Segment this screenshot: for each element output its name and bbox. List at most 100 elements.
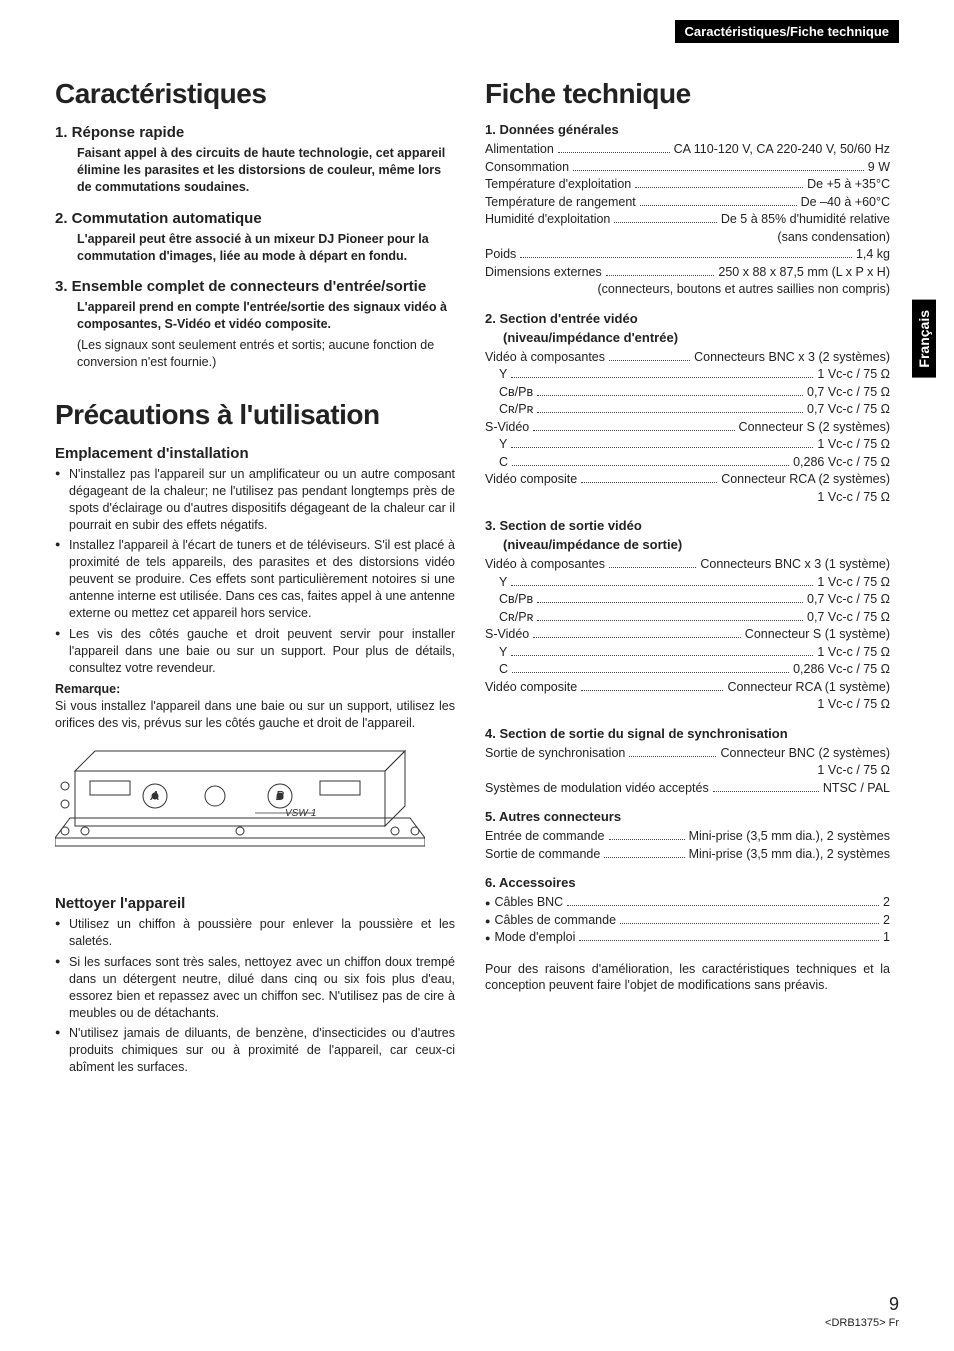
spec-row: Température d'exploitationDe +5 à +35°C xyxy=(485,176,890,194)
spec-value: Connecteurs BNC x 3 (2 systèmes) xyxy=(694,349,890,367)
spec-row: Sortie de commandeMini-prise (3,5 mm dia… xyxy=(485,846,890,864)
spec-row: 1 Vc-c / 75 Ω xyxy=(485,696,890,714)
spec-label: Cʙ/Pʙ xyxy=(499,384,533,402)
heading-emplacement: Emplacement d'installation xyxy=(55,445,455,462)
spec-disclaimer: Pour des raisons d'amélioration, les car… xyxy=(485,961,890,995)
spec-label: Vidéo à composantes xyxy=(485,349,605,367)
device-illustration: A B xyxy=(55,746,425,881)
feature-2-body: L'appareil peut être associé à un mixeur… xyxy=(77,231,455,265)
feature-3-title: 3. Ensemble complet de connecteurs d'ent… xyxy=(55,278,455,295)
leader-dots xyxy=(533,637,741,638)
spec-value: Mini-prise (3,5 mm dia.), 2 systèmes xyxy=(689,846,890,864)
heading-caracteristiques: Caractéristiques xyxy=(55,78,455,110)
bullet-icon: ● xyxy=(485,932,490,945)
spec-row: Alimentation CA 110-120 V, CA 220-240 V, … xyxy=(485,141,890,159)
spec-value: Connecteur RCA (2 systèmes) xyxy=(721,471,890,489)
spec-row: Température de rangement De –40 à +60°C xyxy=(485,194,890,212)
spec-label: Cʀ/Pʀ xyxy=(499,401,533,419)
spec-value: 0,7 Vc-c / 75 Ω xyxy=(807,384,890,402)
spec-label: Vidéo composite xyxy=(485,471,577,489)
leader-dots xyxy=(606,275,715,276)
spec-value: 1,4 kg xyxy=(856,246,890,264)
header-section-label: Caractéristiques/Fiche technique xyxy=(675,20,899,43)
leader-dots xyxy=(512,672,789,673)
spec-row: Y1 Vc-c / 75 Ω xyxy=(485,644,890,662)
spec-row: Consommation 9 W xyxy=(485,159,890,177)
leader-dots xyxy=(511,377,813,378)
left-column: Caractéristiques 1. Réponse rapide Faisa… xyxy=(55,68,455,1082)
page-number: 9 xyxy=(825,1294,899,1315)
spec-row: Y1 Vc-c / 75 Ω xyxy=(485,574,890,592)
feature-3-body: L'appareil prend en compte l'entrée/sort… xyxy=(77,299,455,333)
page-footer: 9 <DRB1375> Fr xyxy=(825,1294,899,1329)
spec-value: 0,7 Vc-c / 75 Ω xyxy=(807,609,890,627)
spec-label: Température de rangement xyxy=(485,194,636,212)
spec-value: 1 Vc-c / 75 Ω xyxy=(817,644,890,662)
spec-row: Cʀ/Pʀ 0,7 Vc-c / 75 Ω xyxy=(485,609,890,627)
spec-row: Y1 Vc-c / 75 Ω xyxy=(485,366,890,384)
spec-row: S-VidéoConnecteur S (2 systèmes) xyxy=(485,419,890,437)
spec-section-title: 2. Section d'entrée vidéo xyxy=(485,311,890,326)
spec-row: Humidité d'exploitationDe 5 à 85% d'humi… xyxy=(485,211,890,229)
leader-dots xyxy=(609,567,696,568)
spec-section-title: 5. Autres connecteurs xyxy=(485,809,890,824)
feature-3-note: (Les signaux sont seulement entrés et so… xyxy=(77,337,455,371)
leader-dots xyxy=(713,791,819,792)
spec-label: Cʀ/Pʀ xyxy=(499,609,533,627)
spec-row: Poids 1,4 kg xyxy=(485,246,890,264)
spec-row: Systèmes de modulation vidéo acceptésNTS… xyxy=(485,780,890,798)
spec-value: 9 W xyxy=(868,159,890,177)
heading-nettoyer: Nettoyer l'appareil xyxy=(55,895,455,912)
spec-value: Connecteur BNC (2 systèmes) xyxy=(720,745,890,763)
spec-label: Vidéo à composantes xyxy=(485,556,605,574)
page: Caractéristiques/Fiche technique Françai… xyxy=(0,0,954,1351)
spec-row: ● Câbles de commande2 xyxy=(485,912,890,930)
heading-precautions: Précautions à l'utilisation xyxy=(55,399,455,431)
leader-dots xyxy=(512,465,789,466)
spec-value: De –40 à +60°C xyxy=(801,194,890,212)
leader-dots xyxy=(609,839,685,840)
spec-row: (connecteurs, boutons et autres saillies… xyxy=(485,281,890,299)
spec-row: Vidéo à composantes Connecteurs BNC x 3 (… xyxy=(485,349,890,367)
leader-dots xyxy=(620,923,879,924)
spec-value: 2 xyxy=(883,912,890,930)
spec-value: Mini-prise (3,5 mm dia.), 2 systèmes xyxy=(689,828,890,846)
spec-value: De +5 à +35°C xyxy=(807,176,890,194)
spec-label: S-Vidéo xyxy=(485,626,529,644)
list-item: Si les surfaces sont très sales, nettoye… xyxy=(55,954,455,1022)
spec-row: Vidéo compositeConnecteur RCA (1 système… xyxy=(485,679,890,697)
spec-label: Alimentation xyxy=(485,141,554,159)
leader-dots xyxy=(511,585,813,586)
svg-text:B: B xyxy=(276,788,285,803)
device-model-label: VSW-1 xyxy=(285,808,317,819)
spec-value: 0,286 Vc-c / 75 Ω xyxy=(793,661,890,679)
spec-section-title: 3. Section de sortie vidéo xyxy=(485,518,890,533)
leader-dots xyxy=(511,655,813,656)
leader-dots xyxy=(614,222,716,223)
spec-value: Connecteur S (1 système) xyxy=(745,626,890,644)
right-column: Fiche technique 1. Données généralesAlim… xyxy=(485,68,890,1082)
spec-label: Dimensions externes xyxy=(485,264,602,282)
spec-label: Y xyxy=(499,366,507,384)
content-columns: Caractéristiques 1. Réponse rapide Faisa… xyxy=(55,68,899,1082)
spec-value: 1 Vc-c / 75 Ω xyxy=(817,489,890,507)
spec-row: 1 Vc-c / 75 Ω xyxy=(485,489,890,507)
spec-value: CA 110-120 V, CA 220-240 V, 50/60 Hz xyxy=(674,141,890,159)
spec-label: S-Vidéo xyxy=(485,419,529,437)
list-item: Les vis des côtés gauche et droit peuven… xyxy=(55,626,455,677)
spec-value: 1 Vc-c / 75 Ω xyxy=(817,762,890,780)
spec-row: S-Vidéo Connecteur S (1 système) xyxy=(485,626,890,644)
nettoyer-list: Utilisez un chiffon à poussière pour enl… xyxy=(55,916,455,1076)
spec-value: 0,286 Vc-c / 75 Ω xyxy=(793,454,890,472)
spec-label: Poids xyxy=(485,246,516,264)
leader-dots xyxy=(533,430,734,431)
spec-label: Consommation xyxy=(485,159,569,177)
leader-dots xyxy=(511,447,813,448)
spec-row: C0,286 Vc-c / 75 Ω xyxy=(485,454,890,472)
spec-section-subtitle: (niveau/impédance de sortie) xyxy=(485,537,890,552)
spec-row: Cʙ/Pʙ 0,7 Vc-c / 75 Ω xyxy=(485,384,890,402)
spec-value: 2 xyxy=(883,894,890,912)
leader-dots xyxy=(640,205,797,206)
leader-dots xyxy=(579,940,879,941)
spec-section-title: 1. Données générales xyxy=(485,122,890,137)
